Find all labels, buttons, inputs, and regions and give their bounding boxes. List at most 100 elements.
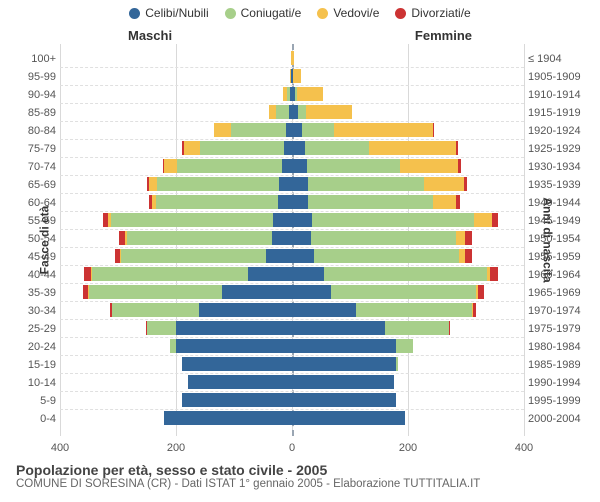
segment-coniugati: [385, 321, 449, 335]
x-tick-label: 400: [515, 442, 533, 454]
row-divider: [60, 247, 524, 248]
segment-celibi: [284, 141, 292, 155]
age-label: 30-34: [12, 305, 56, 317]
segment-vedovi: [91, 267, 92, 281]
segment-vedovi: [433, 195, 456, 209]
male-bar: [283, 87, 292, 101]
segment-divorziati: [456, 195, 459, 209]
gridline: [524, 44, 525, 436]
age-row: 40-441960-1964: [60, 267, 524, 281]
segment-celibi: [248, 267, 292, 281]
segment-vedovi: [334, 123, 433, 137]
female-bar: [292, 159, 461, 173]
age-label: 35-39: [12, 287, 56, 299]
segment-celibi: [292, 321, 385, 335]
female-bar: [292, 267, 498, 281]
male-bar: [163, 159, 292, 173]
birth-year-label: 2000-2004: [528, 413, 588, 425]
segment-celibi: [266, 249, 292, 263]
female-bar: [292, 51, 294, 65]
male-bar: [214, 123, 292, 137]
age-row: 15-191985-1989: [60, 357, 524, 371]
birth-year-label: 1960-1964: [528, 269, 588, 281]
birth-year-label: 1910-1914: [528, 89, 588, 101]
legend-label: Coniugati/e: [241, 6, 302, 20]
segment-divorziati: [103, 213, 108, 227]
segment-coniugati: [156, 195, 278, 209]
segment-vedovi: [214, 123, 231, 137]
segment-coniugati: [324, 267, 486, 281]
segment-divorziati: [110, 303, 112, 317]
row-divider: [60, 67, 524, 68]
segment-coniugati: [112, 303, 199, 317]
segment-coniugati: [89, 285, 222, 299]
segment-celibi: [292, 357, 396, 371]
age-label: 15-19: [12, 359, 56, 371]
row-divider: [60, 355, 524, 356]
segment-divorziati: [465, 249, 472, 263]
male-bar: [188, 375, 292, 389]
segment-celibi: [282, 159, 292, 173]
segment-divorziati: [433, 123, 434, 137]
male-bar: [103, 213, 292, 227]
x-tick-label: 0: [289, 442, 295, 454]
female-bar: [292, 321, 450, 335]
legend-swatch: [317, 8, 328, 19]
female-bar: [292, 411, 405, 425]
male-bar: [182, 357, 292, 371]
legend-label: Divorziati/e: [411, 6, 470, 20]
age-label: 100+: [12, 53, 56, 65]
segment-celibi: [292, 285, 331, 299]
segment-divorziati: [492, 213, 499, 227]
segment-celibi: [278, 195, 292, 209]
birth-year-label: 1925-1929: [528, 143, 588, 155]
row-divider: [60, 139, 524, 140]
segment-coniugati: [311, 231, 456, 245]
segment-divorziati: [146, 321, 147, 335]
segment-vedovi: [164, 159, 177, 173]
segment-divorziati: [115, 249, 121, 263]
legend-item-celibi: Celibi/Nubili: [129, 6, 208, 20]
x-tick-label: 200: [167, 442, 185, 454]
age-label: 85-89: [12, 107, 56, 119]
footer: Popolazione per età, sesso e stato civil…: [8, 458, 592, 498]
segment-celibi: [292, 231, 311, 245]
birth-year-label: 1970-1974: [528, 305, 588, 317]
row-divider: [60, 319, 524, 320]
row-divider: [60, 301, 524, 302]
segment-coniugati: [231, 123, 286, 137]
male-bar: [147, 177, 292, 191]
segment-coniugati: [170, 339, 176, 353]
row-divider: [60, 265, 524, 266]
legend-swatch: [225, 8, 236, 19]
legend-swatch: [129, 8, 140, 19]
age-label: 45-49: [12, 251, 56, 263]
female-bar: [292, 249, 472, 263]
row-divider: [60, 409, 524, 410]
age-label: 70-74: [12, 161, 56, 173]
segment-vedovi: [120, 249, 121, 263]
segment-divorziati: [163, 159, 165, 173]
female-bar: [292, 339, 413, 353]
segment-coniugati: [308, 195, 433, 209]
female-bar: [292, 141, 458, 155]
segment-divorziati: [456, 141, 458, 155]
segment-celibi: [292, 159, 307, 173]
segment-celibi: [292, 393, 396, 407]
male-bar: [83, 285, 292, 299]
row-divider: [60, 193, 524, 194]
segment-coniugati: [298, 105, 306, 119]
segment-coniugati: [331, 285, 476, 299]
female-bar: [292, 123, 434, 137]
age-label: 20-24: [12, 341, 56, 353]
age-row: 60-641940-1944: [60, 195, 524, 209]
birth-year-label: 1950-1954: [528, 233, 588, 245]
female-bar: [292, 357, 398, 371]
segment-vedovi: [283, 87, 288, 101]
chart-subtitle: COMUNE DI SORESINA (CR) - Dati ISTAT 1° …: [16, 478, 584, 490]
female-bar: [292, 393, 396, 407]
age-label: 65-69: [12, 179, 56, 191]
legend-label: Celibi/Nubili: [145, 6, 208, 20]
age-label: 90-94: [12, 89, 56, 101]
female-bar: [292, 195, 460, 209]
